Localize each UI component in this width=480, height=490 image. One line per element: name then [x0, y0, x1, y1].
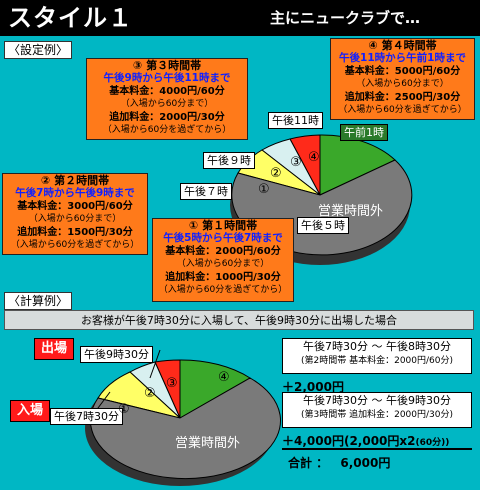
calc-box-1-line1: 午後7時30分 ～ 午後8時30分 — [303, 340, 451, 353]
period-4-extra-note: （入場から60分を過ぎてから） — [338, 105, 467, 115]
calc-result-2-note: (60分)) — [415, 438, 450, 448]
period-2-box: ② 第２時間帯 午後7時から午後9時まで 基本料金：3000円/60分 （入場か… — [2, 173, 148, 255]
period-3-head: ③ 第３時間帯 — [132, 59, 202, 72]
upper-num-3: ③ — [290, 155, 302, 170]
lower-num-3: ③ — [166, 376, 178, 391]
total-divider — [282, 448, 472, 450]
calc-box-2-line1: 午後7時30分 ～ 午後9時30分 — [303, 394, 451, 407]
period-1-extra-note: （入場から60分を過ぎてから） — [158, 285, 288, 295]
lower-num-2: ② — [144, 386, 156, 401]
period-4-base-note: （入場から60分まで） — [356, 79, 449, 89]
lower-num-1: ① — [118, 402, 130, 417]
section-calc-label: 〈計算例〉 — [4, 292, 73, 310]
period-3-span: 午後9時から午後11時まで — [103, 72, 231, 84]
period-4-extra: 追加料金：2500円/30分 — [344, 92, 461, 103]
label-7pm: 午後７時 — [180, 183, 232, 200]
label-5pm: 午後５時 — [297, 217, 349, 234]
calc-result-2: ＋4,000円(2,000円x2(60分)) — [282, 432, 449, 449]
total-row: 合計 ： 6,000円 — [288, 454, 390, 471]
period-3-base-note: （入場から60分まで） — [120, 99, 214, 109]
exit-tag: 出場 — [34, 338, 75, 360]
exit-time: 午後9時30分 — [80, 346, 153, 363]
exit-leader — [149, 349, 161, 379]
period-4-base: 基本料金：5000円/60分 — [344, 66, 461, 77]
period-1-extra: 追加料金：1000円/30分 — [165, 272, 281, 283]
period-1-span: 午後5時から午後7時まで — [163, 232, 283, 244]
period-2-head: ② 第２時間帯 — [40, 174, 110, 187]
title-bar — [0, 0, 480, 36]
page-title: スタイル１ — [8, 4, 133, 32]
period-4-head: ④ 第４時間帯 — [368, 39, 437, 52]
section-setting-label: 〈設定例〉 — [4, 41, 73, 59]
period-1-base-note: （入場から60分まで） — [176, 259, 270, 269]
enter-tag: 入場 — [10, 400, 51, 422]
enter-time: 午後7時30分 — [50, 408, 123, 425]
page-subtitle: 主にニュークラブで… — [270, 9, 421, 27]
period-4-box: ④ 第４時間帯 午後11時から午前1時まで 基本料金：5000円/60分 （入場… — [330, 38, 475, 120]
period-1-base: 基本料金：2000円/60分 — [165, 246, 281, 257]
period-3-base: 基本料金：4000円/60分 — [109, 86, 225, 97]
label-11pm: 午後11時 — [268, 112, 323, 129]
period-3-extra-note: （入場から60分を過ぎてから） — [102, 125, 232, 135]
calc-result-2-main: ＋4,000円(2,000円x2 — [282, 434, 416, 448]
period-2-base: 基本料金：3000円/60分 — [17, 201, 133, 212]
lower-num-4: ④ — [218, 370, 230, 385]
calc-box-1: 午後7時30分 ～ 午後8時30分 (第2時間帯 基本料金：2000円/60分) — [282, 338, 472, 374]
period-3-extra: 追加料金：2000円/30分 — [109, 112, 225, 123]
lower-seg-4 — [179, 359, 251, 419]
calc-box-2-line2: (第3時間帯 追加料金：2000円/30分) — [301, 410, 453, 420]
period-2-extra: 追加料金：1500円/30分 — [17, 227, 133, 238]
period-4-span: 午後11時から午前1時まで — [339, 52, 466, 64]
upper-num-2: ② — [270, 166, 282, 181]
calc-banner: お客様が午後7時30分に入場して、午後9時30分に出場した場合 — [4, 310, 474, 330]
label-1am: 午前1時 — [340, 124, 388, 141]
period-2-extra-note: （入場から60分を過ぎてから） — [10, 240, 140, 250]
calc-result-1: ＋2,000円 — [282, 380, 344, 394]
calc-box-1-line2: (第2時間帯 基本料金：2000円/60分) — [301, 356, 453, 366]
period-1-head: ① 第１時間帯 — [188, 219, 258, 232]
upper-num-4: ④ — [308, 150, 320, 165]
period-2-span: 午後7時から午後9時まで — [15, 187, 135, 199]
lower-outside-label: 営業時間外 — [175, 436, 241, 451]
total-value: 6,000円 — [340, 456, 391, 470]
upper-seg-4 — [319, 134, 396, 196]
upper-outside-label: 営業時間外 — [318, 204, 384, 219]
period-1-box: ① 第１時間帯 午後5時から午後7時まで 基本料金：2000円/60分 （入場か… — [152, 218, 294, 302]
calc-box-2: 午後7時30分 ～ 午後9時30分 (第3時間帯 追加料金：2000円/30分) — [282, 392, 472, 428]
upper-num-1: ① — [258, 182, 270, 197]
period-3-box: ③ 第３時間帯 午後9時から午後11時まで 基本料金：4000円/60分 （入場… — [86, 58, 248, 140]
label-9pm: 午後９時 — [203, 152, 255, 169]
period-2-base-note: （入場から60分まで） — [28, 214, 122, 224]
total-label: 合計 ： — [288, 456, 329, 470]
lower-seg-outside — [90, 377, 281, 480]
